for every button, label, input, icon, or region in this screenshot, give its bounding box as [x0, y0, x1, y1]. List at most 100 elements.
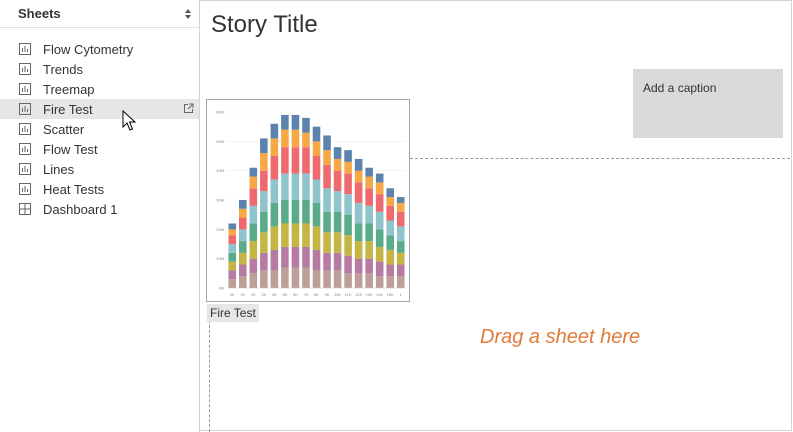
sheet-item-trends[interactable]: Trends — [0, 59, 199, 79]
bar-segment — [249, 176, 258, 189]
bar-segment — [260, 170, 268, 192]
bar-segment — [260, 138, 268, 154]
bar-segment — [333, 270, 342, 288]
sheet-item-label: Fire Test — [43, 101, 93, 117]
bar-segment — [333, 158, 342, 171]
bar-segment — [260, 191, 268, 212]
bar-segment — [228, 244, 237, 253]
dashboard-icon — [19, 203, 31, 215]
bar-segment — [354, 258, 363, 274]
sheets-title: Sheets — [18, 6, 61, 21]
sheet-item-flow-test[interactable]: Flow Test — [0, 139, 199, 159]
bar-segment — [386, 276, 394, 288]
bar-segment — [228, 235, 237, 244]
bar-segment — [354, 182, 363, 203]
bar-segment — [281, 246, 289, 268]
bar-segment — [375, 194, 384, 212]
sheet-thumbnail[interactable]: 0M 10M 20M 30M 40M 50M 60M 0K 1K 2K 3K 4K 5K 6K 7K 8K 9K… — [206, 99, 410, 302]
bar-segment — [239, 264, 247, 277]
bar-segment — [291, 267, 300, 288]
bar-segment — [228, 229, 237, 236]
bar-segment — [270, 179, 279, 203]
bar-segment — [323, 232, 331, 253]
bar-segment — [386, 249, 394, 265]
bar-segment — [344, 214, 352, 236]
bar-segment — [312, 202, 321, 227]
bar-segment — [302, 246, 310, 268]
y-tick-label: 30M — [216, 198, 224, 203]
bar-segment — [386, 220, 394, 236]
bar-segment — [270, 123, 279, 139]
bar-segment — [323, 150, 331, 165]
y-tick-label: 40M — [216, 168, 224, 173]
bar-segment — [312, 249, 321, 271]
bar-segment — [365, 176, 373, 189]
bar-segment — [354, 241, 363, 259]
external-link-icon[interactable] — [183, 103, 194, 114]
bar-segment — [291, 223, 300, 247]
drop-zone-hint: Drag a sheet here — [480, 326, 641, 348]
bar-segment — [270, 156, 279, 180]
bar-segment — [281, 223, 289, 247]
bar-segment — [375, 246, 384, 262]
stacked-bar-chart: 0M 10M 20M 30M 40M 50M 60M 0K 1K 2K 3K 4K 5K 6K 7K 8K 9K… — [216, 110, 406, 297]
bar-segment — [281, 200, 289, 224]
bar-segment — [249, 241, 258, 259]
bar-segment — [386, 197, 394, 206]
bar-segment — [365, 205, 373, 224]
bar-segment — [281, 114, 289, 130]
bar-segment — [333, 170, 342, 192]
sheet-item-flow-cytometry[interactable]: Flow Cytometry — [0, 39, 199, 59]
sheet-item-dashboard-1[interactable]: Dashboard 1 — [0, 199, 199, 219]
sheet-item-scatter[interactable]: Scatter — [0, 119, 199, 139]
bar-segment — [365, 167, 373, 177]
bar-segment — [249, 223, 258, 242]
bar-segment — [375, 276, 384, 288]
bar-segment — [396, 202, 405, 212]
sheet-item-label: Dashboard 1 — [43, 201, 118, 217]
bar-segment — [291, 129, 300, 148]
bar-segment — [302, 147, 310, 174]
bar-segment — [260, 153, 268, 171]
bar-chart-icon — [19, 43, 31, 55]
x-tick-label: 2K — [251, 292, 256, 297]
story-title[interactable]: Story Title — [211, 11, 318, 38]
bar-segment — [260, 252, 268, 271]
bar-chart-icon — [19, 63, 31, 75]
bar-segment — [323, 211, 331, 233]
bar-segment — [375, 182, 384, 195]
bar-segment — [396, 276, 405, 288]
bar-segment — [323, 270, 331, 288]
bar-segment — [239, 229, 247, 242]
sheet-thumbnail-label[interactable]: Fire Test — [207, 304, 259, 322]
bar-segment — [291, 114, 300, 130]
x-tick-label: 13K — [366, 292, 373, 297]
bar-segment — [344, 235, 352, 256]
bar-segment — [302, 267, 310, 288]
x-tick-label: 1 — [400, 292, 403, 297]
sheet-item-fire-test[interactable]: Fire Test — [0, 99, 199, 119]
sheet-item-heat-tests[interactable]: Heat Tests — [0, 179, 199, 199]
bar-segment — [396, 264, 405, 277]
sheet-item-lines[interactable]: Lines — [0, 159, 199, 179]
sheet-item-label: Treemap — [43, 81, 95, 97]
bar-segment — [386, 235, 394, 250]
sheet-item-treemap[interactable]: Treemap — [0, 79, 199, 99]
bar-segment — [312, 270, 321, 288]
bar-segment — [239, 252, 247, 265]
bar-segment — [228, 279, 237, 288]
bar-segment — [354, 273, 363, 288]
bar-segment — [386, 264, 394, 277]
bar-segment — [365, 223, 373, 242]
sheet-item-label: Flow Test — [43, 141, 98, 157]
bar-chart-icon — [19, 143, 31, 155]
sheet-item-label: Lines — [43, 161, 75, 177]
bar-segment — [386, 205, 394, 221]
sheet-item-label: Scatter — [43, 121, 85, 137]
bar-segment — [249, 167, 258, 177]
sort-icon[interactable] — [185, 8, 191, 20]
bar-segment — [323, 164, 331, 189]
caption-box[interactable]: Add a caption — [633, 69, 783, 138]
sheet-item-label: Trends — [43, 61, 83, 77]
bar-segment — [249, 188, 258, 206]
